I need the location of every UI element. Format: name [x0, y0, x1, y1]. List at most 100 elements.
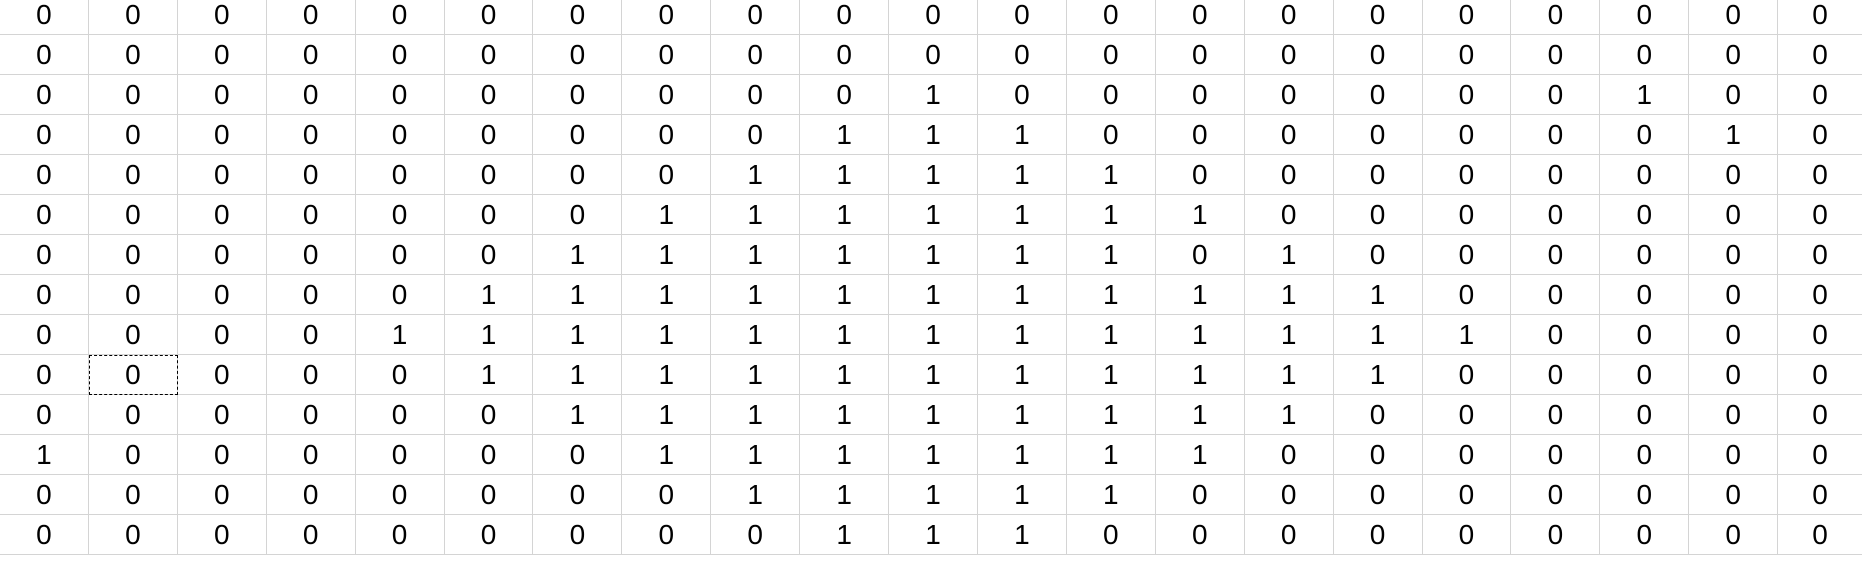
cell[interactable]: 0 [711, 0, 801, 35]
cell[interactable]: 1 [711, 155, 801, 195]
cell[interactable]: 0 [1600, 195, 1690, 235]
cell[interactable]: 0 [444, 195, 534, 235]
cell[interactable]: 0 [266, 435, 356, 475]
cell[interactable]: 0 [88, 475, 178, 515]
cell[interactable]: 0 [266, 275, 356, 315]
cell[interactable]: 1 [889, 395, 978, 435]
cell[interactable]: 0 [355, 35, 445, 75]
cell[interactable]: 0 [1422, 475, 1512, 515]
cell[interactable]: 1 [711, 355, 801, 395]
cell[interactable]: 0 [1600, 355, 1690, 395]
cell[interactable]: 0 [444, 115, 534, 155]
cell[interactable]: 1 [444, 275, 534, 315]
cell[interactable]: 0 [1511, 115, 1601, 155]
cell[interactable]: 1 [889, 115, 978, 155]
cell[interactable]: 0 [1244, 195, 1334, 235]
cell[interactable]: 1 [1066, 315, 1156, 355]
cell[interactable]: 1 [800, 395, 890, 435]
cell[interactable]: 0 [266, 475, 356, 515]
cell[interactable]: 0 [1244, 115, 1334, 155]
cell[interactable]: 0 [355, 155, 445, 195]
cell[interactable]: 0 [88, 75, 178, 115]
cell[interactable]: 0 [1155, 115, 1245, 155]
cell[interactable]: 1 [622, 275, 712, 315]
cell[interactable]: 0 [622, 115, 712, 155]
cell[interactable]: 0 [444, 515, 534, 555]
cell[interactable]: 0 [1600, 395, 1690, 435]
cell[interactable]: 0 [1511, 155, 1601, 195]
cell[interactable]: 0 [0, 195, 89, 235]
cell[interactable]: 0 [533, 195, 623, 235]
cell[interactable]: 0 [1778, 0, 1862, 35]
cell[interactable]: 0 [88, 35, 178, 75]
cell[interactable]: 0 [444, 395, 534, 435]
cell[interactable]: 0 [1422, 0, 1512, 35]
cell[interactable]: 1 [1066, 355, 1156, 395]
cell[interactable]: 1 [889, 515, 978, 555]
cell[interactable]: 0 [1778, 435, 1862, 475]
cell[interactable]: 1 [444, 315, 534, 355]
cell[interactable]: 1 [800, 115, 890, 155]
cell[interactable]: 0 [622, 475, 712, 515]
cell[interactable]: 0 [266, 195, 356, 235]
cell[interactable]: 0 [1600, 0, 1690, 35]
cell[interactable]: 1 [1333, 275, 1423, 315]
cell[interactable]: 1 [1244, 315, 1334, 355]
cell[interactable]: 0 [1155, 475, 1245, 515]
cell[interactable]: 1 [977, 475, 1067, 515]
cell[interactable]: 0 [800, 0, 890, 35]
cell[interactable]: 0 [0, 395, 89, 435]
cell[interactable]: 0 [355, 515, 445, 555]
cell[interactable]: 1 [1422, 315, 1512, 355]
cell[interactable]: 1 [889, 435, 978, 475]
cell[interactable]: 0 [1511, 395, 1601, 435]
cell[interactable]: 0 [1600, 475, 1690, 515]
cell[interactable]: 1 [533, 235, 623, 275]
cell[interactable]: 0 [1244, 155, 1334, 195]
cell[interactable]: 0 [88, 115, 178, 155]
cell[interactable]: 0 [711, 75, 801, 115]
cell[interactable]: 0 [1244, 75, 1334, 115]
cell[interactable]: 0 [266, 315, 356, 355]
cell[interactable]: 0 [622, 0, 712, 35]
cell[interactable]: 1 [977, 435, 1067, 475]
cell[interactable]: 0 [1066, 515, 1156, 555]
cell[interactable]: 0 [1422, 35, 1512, 75]
cell[interactable]: 0 [88, 515, 178, 555]
cell[interactable]: 0 [177, 0, 267, 35]
cell[interactable]: 0 [1778, 315, 1862, 355]
cell[interactable]: 0 [1333, 195, 1423, 235]
cell[interactable]: 0 [355, 75, 445, 115]
cell[interactable]: 0 [533, 435, 623, 475]
cell[interactable]: 0 [1511, 475, 1601, 515]
cell[interactable]: 0 [1422, 515, 1512, 555]
cell[interactable]: 0 [800, 75, 890, 115]
cell[interactable]: 1 [889, 195, 978, 235]
cell[interactable]: 0 [355, 275, 445, 315]
cell[interactable]: 0 [1422, 395, 1512, 435]
cell[interactable]: 0 [533, 75, 623, 115]
cell[interactable]: 1 [889, 475, 978, 515]
cell[interactable]: 0 [1066, 35, 1156, 75]
cell[interactable]: 0 [533, 515, 623, 555]
cell[interactable]: 1 [711, 235, 801, 275]
cell[interactable]: 0 [1689, 195, 1779, 235]
cell[interactable]: 1 [800, 435, 890, 475]
cell[interactable]: 0 [1778, 395, 1862, 435]
cell[interactable]: 1 [800, 515, 890, 555]
cell[interactable]: 1 [622, 435, 712, 475]
cell[interactable]: 0 [889, 0, 978, 35]
cell[interactable]: 0 [1778, 355, 1862, 395]
cell[interactable]: 0 [1422, 355, 1512, 395]
cell[interactable]: 0 [1511, 75, 1601, 115]
cell[interactable]: 0 [1244, 435, 1334, 475]
cell[interactable]: 0 [1511, 0, 1601, 35]
cell[interactable]: 1 [1066, 475, 1156, 515]
cell[interactable]: 0 [889, 35, 978, 75]
cell[interactable]: 1 [1066, 275, 1156, 315]
cell[interactable]: 0 [355, 435, 445, 475]
cell[interactable]: 0 [1689, 75, 1779, 115]
cell[interactable]: 1 [1066, 155, 1156, 195]
cell[interactable]: 1 [977, 195, 1067, 235]
cell[interactable]: 0 [711, 515, 801, 555]
